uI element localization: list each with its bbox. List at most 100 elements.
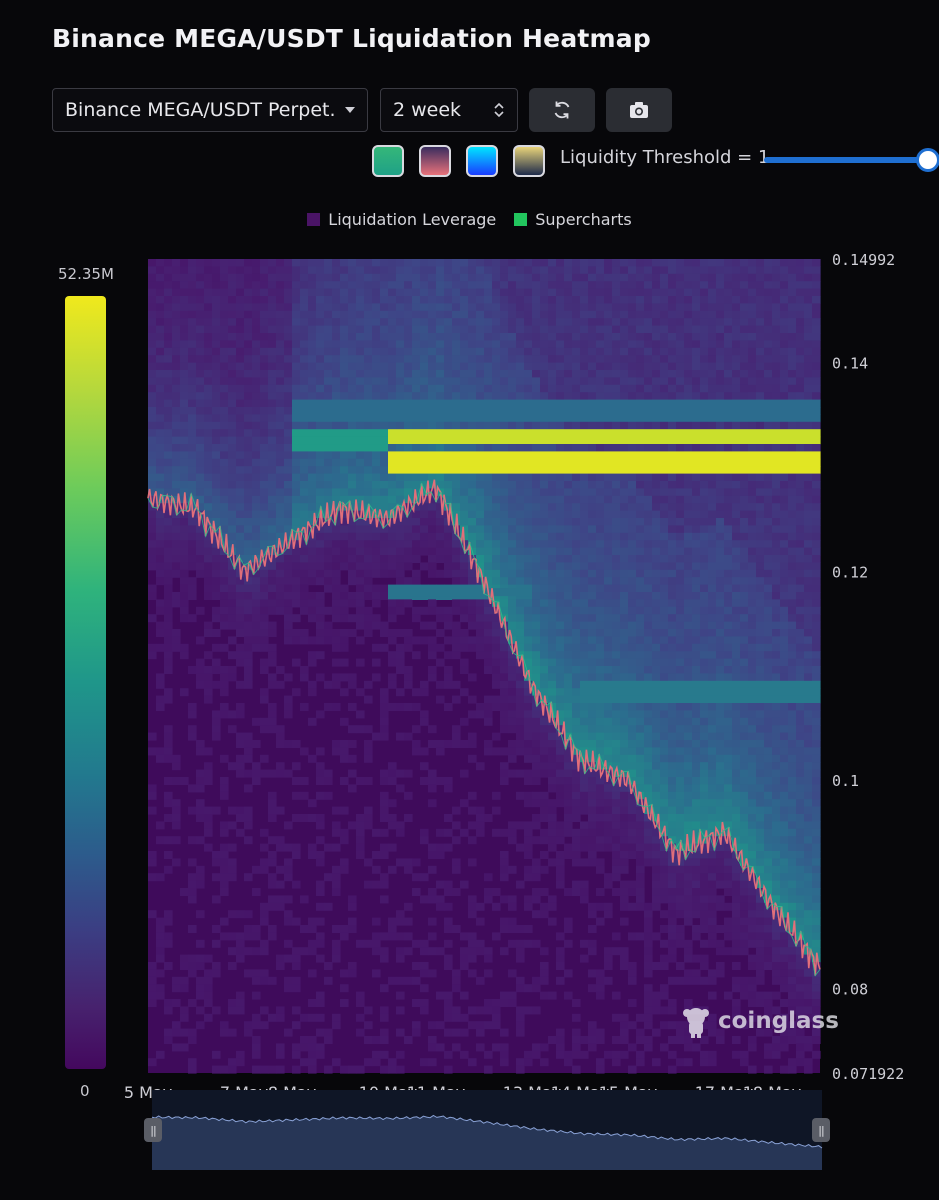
heatmap-cell bbox=[348, 503, 357, 512]
heatmap-cell bbox=[612, 806, 621, 815]
heatmap-cell bbox=[292, 266, 301, 275]
heatmap-cell bbox=[628, 880, 637, 889]
heatmap-cell bbox=[652, 584, 661, 593]
heatmap-cell bbox=[268, 658, 277, 667]
heatmap-cell bbox=[660, 717, 669, 726]
heatmap-cell bbox=[636, 399, 645, 408]
heatmap-cell bbox=[580, 333, 589, 341]
heatmap-cell bbox=[380, 318, 389, 327]
heatmap-cell bbox=[244, 377, 253, 386]
heatmap-cell bbox=[356, 303, 365, 312]
heatmap-cell bbox=[316, 999, 325, 1007]
heatmap-cell bbox=[588, 362, 597, 371]
heatmap-cell bbox=[484, 599, 493, 608]
heatmap-cell bbox=[196, 532, 205, 541]
heatmap-cell bbox=[276, 466, 285, 475]
heatmap-cell bbox=[596, 592, 605, 600]
heatmap-cell bbox=[524, 525, 533, 534]
threshold-slider-knob[interactable] bbox=[916, 148, 939, 172]
heatmap-cell bbox=[652, 444, 661, 452]
palette-swatch-pink[interactable] bbox=[419, 145, 451, 177]
heatmap-cell bbox=[580, 954, 589, 963]
heatmap-cell bbox=[348, 725, 357, 734]
heatmap-cell bbox=[404, 555, 413, 563]
heatmap-cell bbox=[156, 836, 165, 845]
heatmap-cell bbox=[412, 414, 421, 423]
heatmap-cell bbox=[388, 769, 397, 778]
heatmap-cell bbox=[596, 392, 605, 401]
heatmap-cell bbox=[148, 858, 157, 867]
heatmap-cell bbox=[300, 347, 309, 356]
heatmap-cell bbox=[588, 584, 597, 593]
heatmap-cell bbox=[148, 362, 157, 371]
heatmap-cell bbox=[628, 999, 637, 1007]
heatmap-cell bbox=[492, 673, 501, 682]
range-select[interactable]: 2 week bbox=[380, 88, 518, 132]
heatmap-cell bbox=[452, 1006, 461, 1015]
heatmap-cell bbox=[348, 540, 357, 549]
heatmap-cell bbox=[636, 680, 645, 689]
heatmap-cell bbox=[492, 695, 501, 704]
heatmap-cell bbox=[644, 658, 653, 667]
heatmap-cell bbox=[524, 651, 533, 660]
threshold-slider-track[interactable] bbox=[764, 157, 934, 163]
heatmap-cell bbox=[484, 481, 493, 489]
heatmap-cell bbox=[468, 821, 477, 830]
heatmap-cell bbox=[284, 370, 293, 378]
heatmap-cell bbox=[436, 355, 445, 364]
heatmap-cell bbox=[660, 614, 669, 623]
heatmap-cell bbox=[404, 865, 413, 874]
heatmap-cell bbox=[476, 540, 485, 549]
heatmap-cell bbox=[332, 325, 341, 334]
heatmap-cell bbox=[636, 732, 645, 741]
heatmap-cell bbox=[620, 836, 629, 845]
palette-swatch-golden[interactable] bbox=[513, 145, 545, 177]
heatmap-cell bbox=[572, 532, 581, 541]
heatmap-cell bbox=[228, 288, 237, 297]
heatmap-cell bbox=[508, 362, 517, 371]
heatmap-cell bbox=[316, 851, 325, 859]
heatmap-cell bbox=[364, 606, 373, 615]
pair-select[interactable]: Binance MEGA/USDT Perpet... bbox=[52, 88, 368, 132]
heatmap-cell bbox=[420, 451, 429, 460]
screenshot-button[interactable] bbox=[606, 88, 672, 132]
heatmap-cell bbox=[372, 643, 381, 652]
heatmap-cell bbox=[524, 399, 533, 408]
heatmap-cell bbox=[260, 902, 269, 911]
heatmap-cell bbox=[364, 569, 373, 578]
heatmap-cell bbox=[236, 680, 245, 689]
heatmap-cell bbox=[236, 362, 245, 371]
palette-swatch-blue[interactable] bbox=[466, 145, 498, 177]
heatmap-cell bbox=[612, 821, 621, 830]
heatmap-cell bbox=[204, 399, 213, 408]
heatmap-cell bbox=[396, 769, 405, 778]
heatmap-cell bbox=[476, 976, 485, 985]
heatmap-cell bbox=[508, 836, 517, 845]
heatmap-cell bbox=[268, 710, 277, 719]
heatmap-cell bbox=[644, 266, 653, 275]
heatmap-cell bbox=[516, 947, 525, 956]
heatmap-cell bbox=[572, 444, 581, 452]
heatmap-cell bbox=[396, 732, 405, 741]
heatmap-cell bbox=[404, 466, 413, 475]
heatmap-cell bbox=[228, 310, 237, 319]
heatmap-cell bbox=[444, 347, 453, 356]
heatmap-cell bbox=[228, 370, 237, 378]
heatmap-cell bbox=[644, 821, 653, 830]
legend-item-supercharts[interactable]: Supercharts bbox=[514, 210, 632, 229]
heatmap-cell bbox=[204, 569, 213, 578]
heatmap-cell bbox=[268, 466, 277, 475]
heatmap-cell bbox=[292, 429, 301, 438]
legend-item-liquidation-leverage[interactable]: Liquidation Leverage bbox=[307, 210, 496, 229]
heatmap-cell bbox=[332, 592, 341, 600]
palette-swatch-viridis[interactable] bbox=[372, 145, 404, 177]
heatmap-cell bbox=[468, 296, 477, 304]
heatmap-cell bbox=[292, 510, 301, 519]
heatmap-cell bbox=[348, 273, 357, 282]
heatmap-cell bbox=[500, 266, 509, 275]
heatmap-cell bbox=[276, 288, 285, 297]
heatmap-cell bbox=[148, 614, 157, 623]
heatmap-cell bbox=[556, 377, 565, 386]
refresh-button[interactable] bbox=[529, 88, 595, 132]
